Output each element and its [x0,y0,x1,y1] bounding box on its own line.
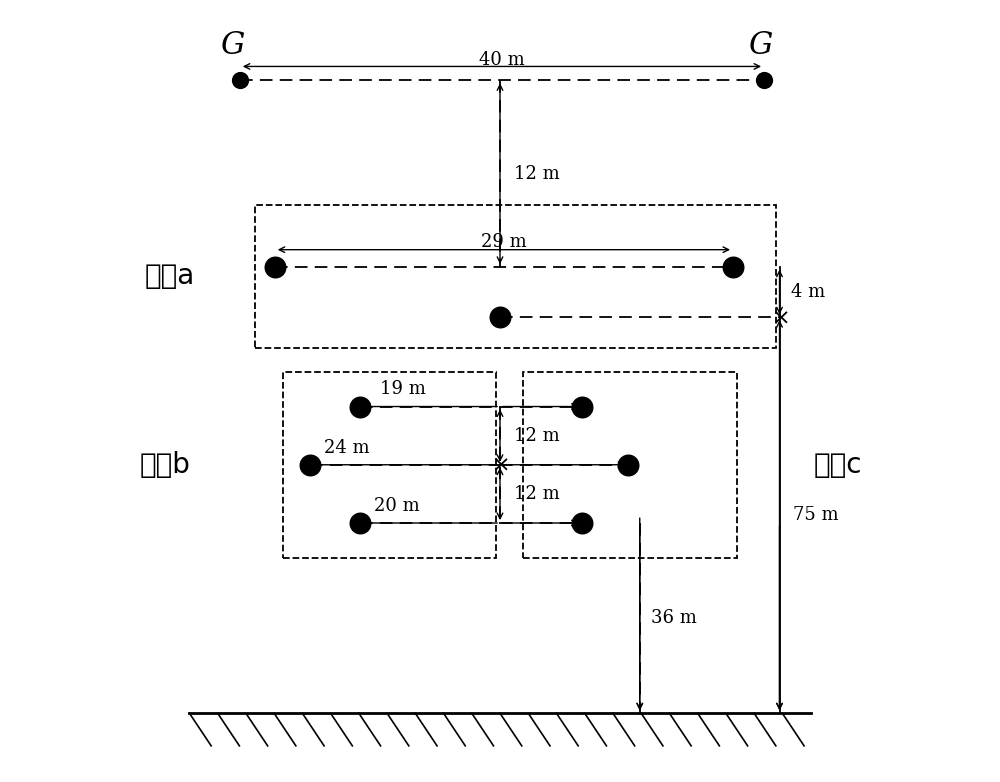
Point [232,74,248,87]
Text: 12 m: 12 m [514,427,560,445]
Text: G: G [748,30,772,61]
Bar [283,371,496,558]
Text: 12 m: 12 m [514,164,560,182]
Point [352,517,368,529]
Point [574,400,590,413]
Text: $\times$: $\times$ [491,455,509,475]
Text: 19 m: 19 m [380,381,426,399]
Text: G: G [220,30,244,61]
Point [756,74,772,87]
Text: 线路c: 线路c [814,450,862,479]
Text: 75 m: 75 m [793,506,839,524]
Text: 20 m: 20 m [374,497,420,515]
Point [492,311,508,324]
Point [302,458,318,471]
Point [352,400,368,413]
Point [574,517,590,529]
Text: 40 m: 40 m [479,52,525,70]
Text: 12 m: 12 m [514,485,560,503]
Text: 29 m: 29 m [481,233,527,251]
Text: 36 m: 36 m [651,609,697,627]
Bar [255,205,776,348]
Text: 4 m: 4 m [791,283,825,301]
Text: 线路a: 线路a [145,262,195,290]
Text: $\times$: $\times$ [771,307,788,327]
Text: 24 m: 24 m [324,439,369,457]
Point [725,260,741,273]
Point [267,260,283,273]
Point [620,458,636,471]
Text: 线路b: 线路b [139,450,190,479]
Bar [523,371,737,558]
